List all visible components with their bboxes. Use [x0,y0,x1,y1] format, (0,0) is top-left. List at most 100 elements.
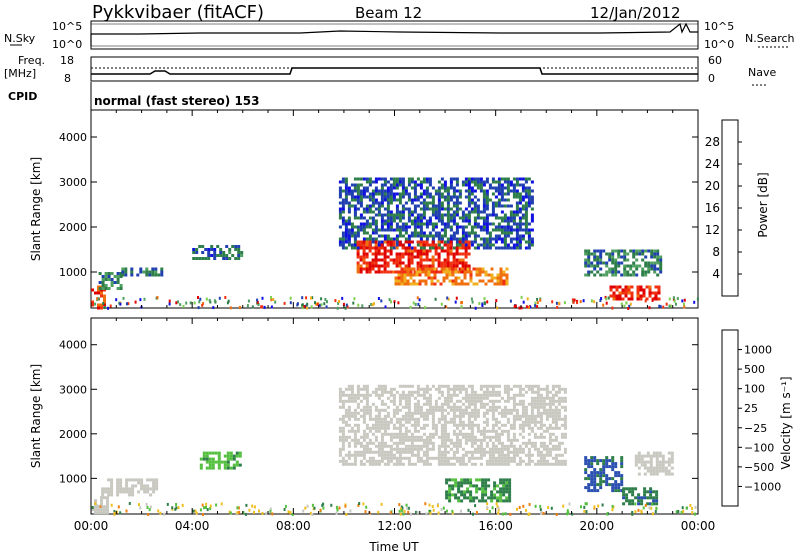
velocity-cell [443,420,447,424]
velocity-cell [217,457,221,461]
power-cell [470,207,474,211]
velocity-cell [518,426,522,430]
velocity-cell [344,462,348,466]
velocity-speckle-cell [319,508,322,512]
power-cell [365,237,369,241]
power-cell [371,192,375,196]
velocity-speckle-cell [313,506,316,510]
power-cell [470,198,474,202]
power-speckle-cell [557,301,560,305]
velocity-speckle-cell [601,503,604,507]
velocity-cell [449,405,453,409]
velocity-cell [410,423,414,427]
power-cell [644,249,648,253]
power-cell [416,243,420,247]
velocity-cell [386,396,390,400]
velocity-cell [416,399,420,403]
velocity-cell [560,435,564,439]
velocity-cell [452,429,456,433]
power-cell [395,258,399,262]
velocity-cell [551,444,555,448]
power-cell [124,267,128,271]
power-speckle-cell [301,306,304,310]
velocity-cell [485,423,489,427]
velocity-cell [536,411,540,415]
power-cell [506,189,510,193]
velocity-speckle-cell [229,511,232,515]
power-speckle-cell [393,300,396,304]
velocity-speckle-cell [540,512,543,515]
power-speckle-cell [629,302,632,306]
velocity-cell [440,438,444,442]
velocity-cell [484,478,488,482]
power-cell [524,192,528,196]
power-cell [446,210,450,214]
power-cell [377,207,381,211]
power-cell [657,297,661,301]
power-cell [433,270,437,274]
velocity-cell [386,405,390,409]
velocity-cell [374,420,378,424]
velocity-cell [500,462,504,466]
velocity-cell [401,450,405,454]
velocity-cell [422,462,426,466]
velocity-cell [493,481,497,485]
power-cell [415,273,419,277]
velocity-cell [530,429,534,433]
power-cell [500,186,504,190]
power-cell [442,279,446,283]
velocity-cell [413,417,417,421]
velocity-cell [422,396,426,400]
velocity-cell [539,399,543,403]
power-cell [380,204,384,208]
power-cell [497,234,501,238]
velocity-cell [407,456,411,460]
velocity-cell [527,441,531,445]
power-cell [119,275,123,278]
velocity-cell [545,459,549,463]
velocity-cell [596,462,600,466]
velocity-cell [467,459,471,463]
velocity-cell [398,459,402,463]
power-cell [407,219,411,223]
power-cell [467,198,471,202]
velocity-cell [518,423,522,427]
nave-tick-bottom: 0 [708,72,715,85]
velocity-speckle-cell [547,506,550,509]
power-cell [424,267,428,271]
power-cell [494,240,498,244]
velocity-cell [473,402,477,406]
velocity-cell [470,399,474,403]
velocity-cell [368,411,372,415]
velocity-cell [599,474,603,478]
power-cell [485,189,489,193]
velocity-cell [446,405,450,409]
velocity-speckle-cell [94,502,97,505]
velocity-cell [386,444,390,448]
power-cell [636,297,640,301]
power-cell [472,267,476,271]
power-cell [482,222,486,226]
power-speckle-cell [377,297,380,300]
velocity-cell [431,420,435,424]
power-cell [413,270,417,274]
power-speckle-cell [599,299,602,302]
power-cell [389,198,393,202]
velocity-cell [470,462,474,466]
velocity-cell [470,456,474,460]
velocity-cell [503,390,507,394]
velocity-cell [125,487,129,491]
power-cell [398,258,402,262]
power-cell [377,252,381,256]
power-speckle-cell [270,298,273,302]
velocity-cell [622,493,626,497]
power-cell [490,276,494,280]
power-cell [440,195,444,199]
velocity-cell [419,414,423,418]
power-cell [431,213,435,217]
power-cell [446,189,450,193]
velocity-speckle [91,502,697,517]
power-cell [362,243,366,247]
velocity-cell [353,438,357,442]
power-cell [374,237,378,241]
